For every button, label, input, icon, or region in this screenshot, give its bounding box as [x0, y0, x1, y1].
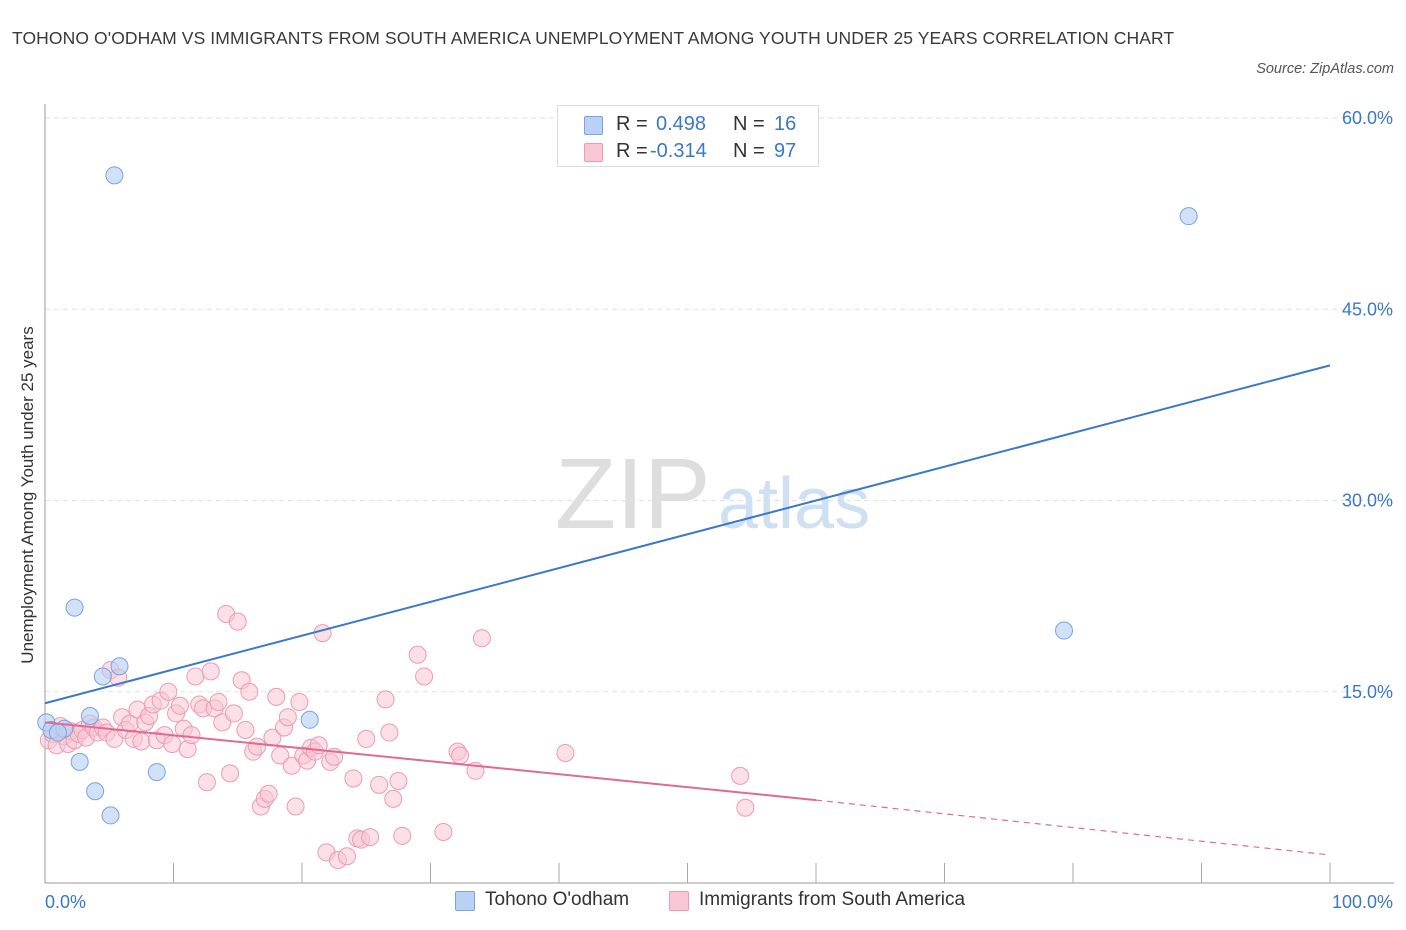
data-point-immigrants: [556, 743, 575, 762]
x-tick-label: 100.0%: [1332, 892, 1393, 912]
trend-line-immigrants: [44, 721, 817, 802]
legend-r-label: R =: [616, 140, 648, 162]
data-point-immigrants: [380, 723, 399, 742]
data-point-immigrants: [159, 682, 178, 701]
data-point-immigrants: [224, 704, 243, 723]
bottom-legend-swatch-immigrants: [669, 891, 689, 911]
legend-r-value: 0.498: [656, 113, 707, 135]
data-point-immigrants: [736, 798, 755, 817]
y-tick-label: 15.0%: [1342, 682, 1393, 702]
data-point-immigrants: [286, 797, 305, 816]
data-point-tohono: [93, 667, 112, 686]
data-point-immigrants: [415, 667, 434, 686]
data-point-immigrants: [370, 775, 389, 794]
data-point-immigrants: [267, 687, 286, 706]
data-point-tohono: [65, 598, 84, 617]
trend-line-tohono: [44, 364, 1331, 705]
watermark: ZIP atlas: [555, 438, 870, 550]
axes: [44, 104, 1394, 884]
legend-r-value: -0.314: [650, 140, 707, 162]
y-tick-label: 60.0%: [1342, 108, 1393, 128]
data-point-immigrants: [170, 696, 189, 715]
legend-n-label: N =: [733, 113, 765, 135]
data-point-immigrants: [337, 847, 356, 866]
data-point-immigrants: [408, 645, 427, 664]
data-point-tohono: [48, 723, 67, 742]
data-point-immigrants: [228, 612, 247, 631]
bottom-legend-label-tohono: Tohono O'odham: [485, 889, 630, 910]
data-point-immigrants: [132, 732, 151, 751]
data-point-immigrants: [236, 721, 255, 739]
data-point-immigrants: [731, 766, 750, 785]
data-point-immigrants: [278, 708, 297, 727]
source-credit: Source: ZipAtlas.com: [1256, 61, 1394, 77]
data-point-immigrants: [259, 784, 278, 803]
data-point-immigrants: [376, 690, 395, 709]
data-point-tohono: [147, 763, 166, 782]
data-point-immigrants: [163, 735, 182, 754]
data-point-tohono: [101, 806, 120, 825]
data-point-immigrants: [393, 826, 412, 845]
data-point-immigrants: [472, 629, 491, 648]
legend-n-value: 16: [774, 113, 797, 135]
data-point-immigrants: [182, 726, 201, 745]
watermark-atlas: atlas: [718, 464, 870, 544]
legend-swatch-immigrants: [584, 143, 603, 162]
data-point-immigrants: [389, 772, 408, 790]
data-point-immigrants: [221, 764, 240, 783]
data-point-immigrants: [361, 828, 380, 847]
data-point-immigrants: [290, 692, 309, 711]
legend-swatch-tohono: [584, 116, 603, 135]
trend-lines: [44, 364, 1331, 856]
legend-n-label: N =: [733, 140, 765, 162]
data-point-tohono: [105, 166, 124, 185]
chart-title: TOHONO O'ODHAM VS IMMIGRANTS FROM SOUTH …: [12, 28, 1175, 48]
legend-r-label: R =: [616, 113, 648, 135]
data-point-immigrants: [186, 667, 205, 686]
data-point-immigrants: [344, 769, 363, 788]
correlation-legend: R = 0.498 N = 16 R = -0.314 N = 97: [557, 105, 819, 167]
data-point-tohono: [110, 657, 129, 676]
data-point-tohono: [1179, 207, 1198, 226]
legend-n-value: 97: [774, 140, 797, 162]
series-immigrants-points: [39, 604, 755, 870]
data-point-tohono: [70, 752, 89, 771]
x-tick-label: 0.0%: [45, 892, 86, 912]
y-tick-label: 45.0%: [1342, 299, 1393, 319]
data-point-immigrants: [201, 662, 220, 681]
y-tick-label: 30.0%: [1342, 491, 1393, 511]
data-point-tohono: [80, 706, 99, 725]
watermark-zip: ZIP: [555, 438, 711, 550]
data-point-immigrants: [434, 823, 453, 841]
data-point-tohono: [86, 782, 105, 801]
data-point-immigrants: [357, 729, 376, 748]
trend-line-immigrants-extension: [815, 799, 1331, 856]
data-point-tohono: [300, 710, 319, 729]
data-point-immigrants: [240, 682, 259, 701]
bottom-legend-label-immigrants: Immigrants from South America: [699, 889, 966, 910]
y-axis-label: Unemployment Among Youth under 25 years: [18, 326, 37, 664]
data-point-tohono: [1055, 621, 1074, 640]
grid-lines: [45, 117, 1393, 693]
bottom-legend-swatch-tohono: [455, 891, 475, 911]
data-point-immigrants: [197, 773, 216, 792]
tick-labels: 15.0% 30.0% 45.0% 60.0% 0.0% 100.0%: [45, 108, 1393, 912]
data-point-immigrants: [384, 789, 403, 808]
data-point-immigrants: [313, 624, 332, 643]
data-point-immigrants: [248, 737, 267, 756]
data-point-immigrants: [209, 692, 228, 711]
data-point-immigrants: [451, 746, 470, 765]
